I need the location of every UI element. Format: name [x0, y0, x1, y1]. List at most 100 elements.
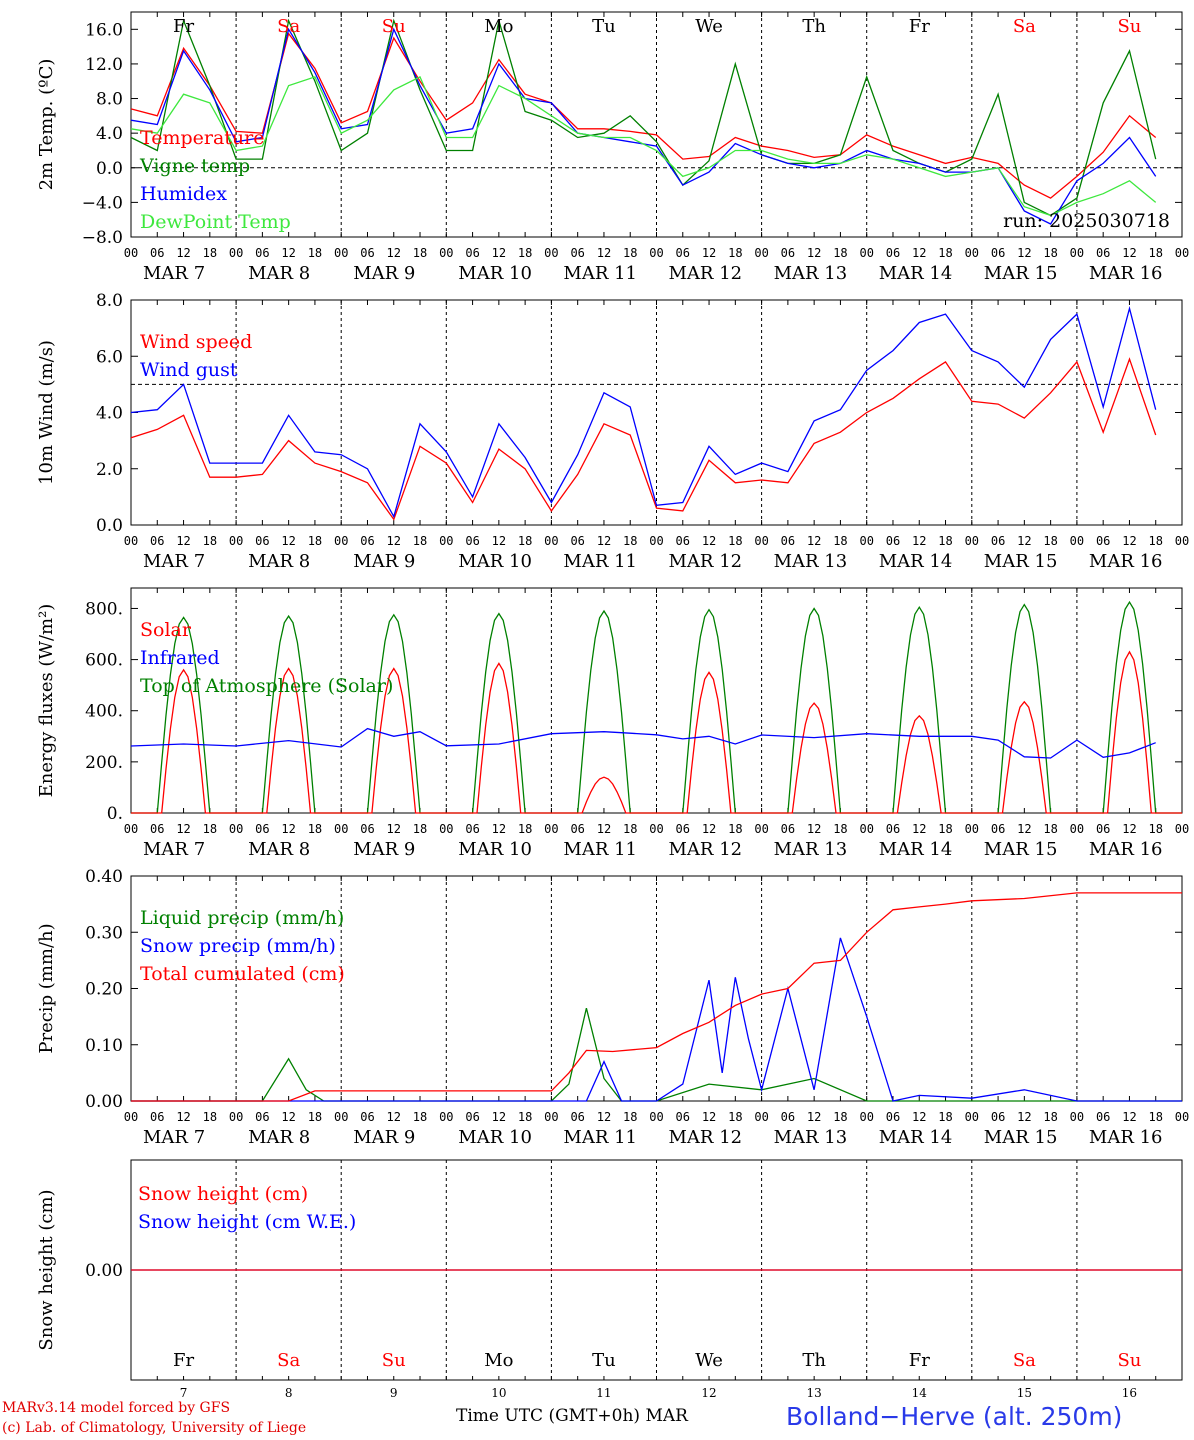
series-line: [130, 305, 1157, 519]
hour-tick-label: 12: [281, 1110, 295, 1124]
hour-tick-label: 00: [544, 246, 558, 260]
y-tick-label: 0.: [107, 804, 123, 824]
hour-tick-label: 06: [676, 534, 690, 548]
hour-tick-label: 18: [203, 534, 217, 548]
hour-tick-label: 18: [518, 1110, 532, 1124]
hour-tick-label: 06: [781, 1110, 795, 1124]
y-tick-label: 6.0: [96, 347, 123, 367]
hour-tick-label: 06: [150, 822, 164, 836]
legend-entry: Snow height (cm W.E.): [138, 1211, 356, 1233]
day-label: MAR 14: [879, 551, 953, 572]
y-tick-label: 0.00: [85, 1261, 123, 1281]
y-tick-label: 0.20: [85, 980, 123, 1000]
hour-tick-label: 00: [334, 822, 348, 836]
hour-tick-label: 12: [1122, 1110, 1136, 1124]
hour-tick-label: 18: [833, 246, 847, 260]
y-tick-label: 0.00: [85, 1092, 123, 1112]
y-tick-label: 16.0: [85, 20, 123, 40]
legend-entry: Temperature: [140, 127, 264, 149]
day-label: MAR 11: [563, 1127, 637, 1148]
station-name: Bolland−Herve (alt. 250m): [786, 1402, 1123, 1431]
hour-tick-label: 18: [938, 246, 952, 260]
hour-tick-label: 12: [912, 246, 926, 260]
hour-tick-label: 12: [597, 1110, 611, 1124]
day-label: MAR 13: [774, 1127, 848, 1148]
day-label: MAR 11: [563, 551, 637, 572]
day-label: MAR 8: [248, 551, 310, 572]
hour-tick-label: 06: [570, 822, 584, 836]
hour-tick-label: 06: [991, 534, 1005, 548]
hour-tick-label: 00: [965, 534, 979, 548]
hour-tick-label: 12: [597, 534, 611, 548]
hour-tick-label: 06: [255, 822, 269, 836]
hour-tick-label: 00: [1070, 246, 1084, 260]
hour-tick-label: 06: [991, 246, 1005, 260]
day-label: MAR 16: [1089, 551, 1163, 572]
day-label: MAR 11: [563, 839, 637, 860]
hour-tick-label: 06: [465, 822, 479, 836]
y-tick-label: 2.0: [96, 460, 123, 480]
hour-tick-label: 18: [728, 534, 742, 548]
hour-tick-label: 06: [255, 1110, 269, 1124]
hour-tick-label: 00: [754, 246, 768, 260]
weekday-label: Tu: [592, 16, 616, 37]
hour-tick-label: 18: [308, 822, 322, 836]
day-label: MAR 14: [879, 1127, 953, 1148]
hour-tick-label: 12: [702, 822, 716, 836]
hour-tick-label: 00: [439, 1110, 453, 1124]
hour-tick-label: 12: [1017, 246, 1031, 260]
series-line: [131, 1008, 1182, 1102]
hour-tick-label: 00: [1175, 534, 1189, 548]
hour-tick-label: 18: [1148, 534, 1162, 548]
weekday-label: Su: [382, 16, 406, 37]
weekday-label: Fr: [909, 1350, 930, 1371]
hour-tick-label: 12: [807, 534, 821, 548]
day-label: MAR 9: [353, 551, 415, 572]
hour-tick-label: 00: [124, 246, 138, 260]
day-label: MAR 16: [1089, 1127, 1163, 1148]
hour-tick-label: 06: [465, 534, 479, 548]
day-label: MAR 10: [458, 263, 532, 284]
hour-tick-label: 06: [255, 534, 269, 548]
day-label: MAR 9: [353, 839, 415, 860]
hour-tick-label: 00: [439, 822, 453, 836]
day-label: MAR 12: [669, 551, 743, 572]
hour-tick-label: 18: [623, 822, 637, 836]
day-label: MAR 9: [353, 263, 415, 284]
hour-tick-label: 12: [492, 246, 506, 260]
y-tick-label: 0.10: [85, 1036, 123, 1056]
hour-tick-label: 12: [1017, 822, 1031, 836]
hour-tick-label: 06: [150, 534, 164, 548]
hour-tick-label: 06: [360, 534, 374, 548]
hour-tick-label: 00: [124, 822, 138, 836]
day-number: 8: [285, 1386, 293, 1400]
hour-tick-label: 18: [623, 1110, 637, 1124]
hour-tick-label: 06: [676, 1110, 690, 1124]
panel-5-ylabel: Snow height (cm): [36, 1189, 57, 1350]
weekday-label: Fr: [173, 16, 194, 37]
hour-tick-label: 18: [623, 246, 637, 260]
day-label: MAR 13: [774, 263, 848, 284]
hour-tick-label: 00: [1175, 246, 1189, 260]
day-label: MAR 12: [669, 1127, 743, 1148]
weekday-label: Th: [802, 1350, 826, 1371]
hour-tick-label: 12: [281, 534, 295, 548]
legend-entry: Liquid precip (mm/h): [140, 907, 344, 929]
hour-tick-label: 18: [833, 822, 847, 836]
hour-tick-label: 00: [229, 822, 243, 836]
hour-tick-label: 00: [124, 1110, 138, 1124]
hour-tick-label: 00: [229, 246, 243, 260]
hour-tick-label: 12: [807, 822, 821, 836]
hour-tick-label: 18: [833, 1110, 847, 1124]
day-label: MAR 13: [774, 839, 848, 860]
hour-tick-label: 18: [518, 822, 532, 836]
y-tick-label: −8.0: [82, 228, 123, 248]
hour-tick-label: 00: [229, 534, 243, 548]
hour-tick-label: 06: [570, 1110, 584, 1124]
hour-tick-label: 18: [308, 246, 322, 260]
hour-tick-label: 06: [465, 246, 479, 260]
hour-tick-label: 18: [623, 534, 637, 548]
hour-tick-label: 12: [176, 822, 190, 836]
weekday-label: Sa: [1013, 16, 1036, 37]
day-label: MAR 15: [984, 263, 1058, 284]
